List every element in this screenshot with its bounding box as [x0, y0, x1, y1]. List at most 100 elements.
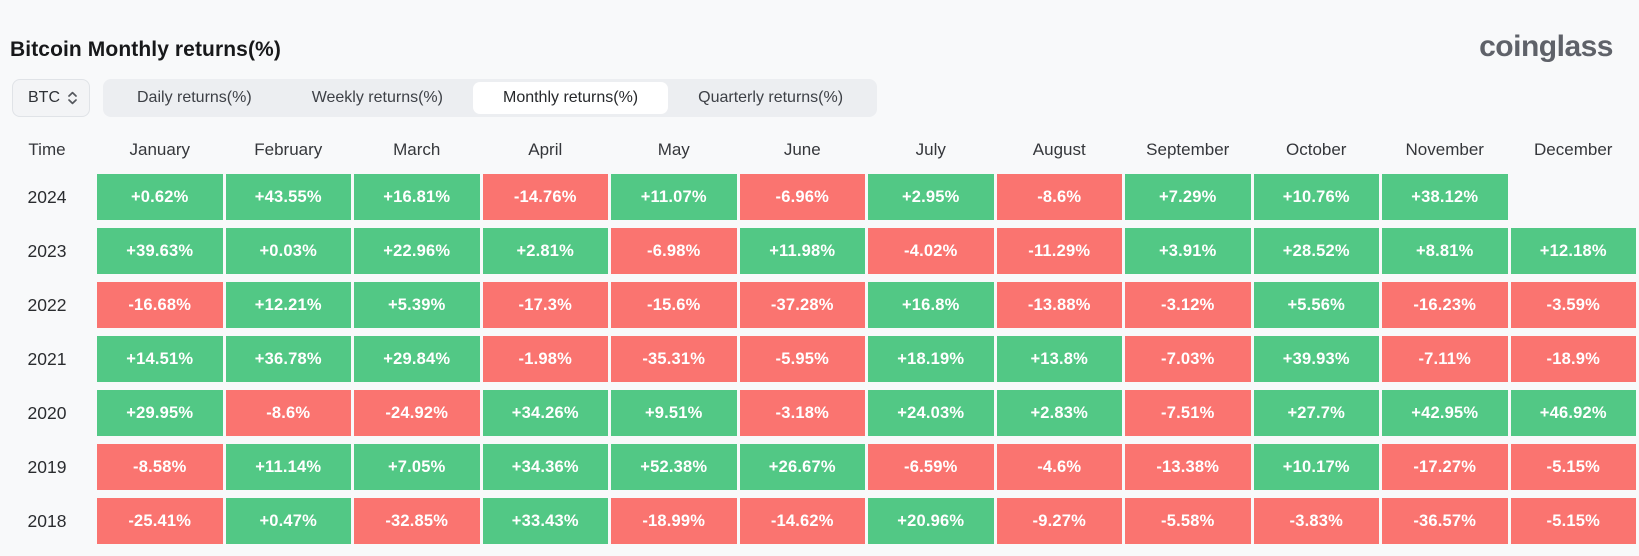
cell-2022-january: -16.68%	[97, 282, 223, 328]
cell-2019-january: -8.58%	[97, 444, 223, 490]
cell-2018-november: -36.57%	[1382, 498, 1508, 544]
cell-2024-november: +38.12%	[1382, 174, 1508, 220]
cell-2022-october: +5.56%	[1253, 282, 1379, 328]
cell-2018-june: -14.62%	[739, 498, 865, 544]
table-body: 2024 +0.62% +43.55% +16.81% -14.76% +11.07% -6…	[0, 174, 1639, 544]
cell-2022-august: -13.88%	[996, 282, 1122, 328]
cell-2018-july: +20.96%	[868, 498, 994, 544]
year-label-2019: 2019	[27, 456, 67, 477]
cell-2023-october: +28.52%	[1253, 228, 1379, 274]
cell-2021-december: -18.9%	[1510, 336, 1636, 382]
cell-2019-may: +52.38%	[611, 444, 737, 490]
cell-2022-november: -16.23%	[1382, 282, 1508, 328]
cell-2018-september: -5.58%	[1125, 498, 1251, 544]
column-header-september: September	[1146, 140, 1230, 159]
cell-2020-december: +46.92%	[1510, 390, 1636, 436]
cell-2021-september: -7.03%	[1125, 336, 1251, 382]
cell-2024-may: +11.07%	[611, 174, 737, 220]
column-header-april: April	[528, 140, 563, 159]
cell-2024-july: +2.95%	[868, 174, 994, 220]
cell-2022-april: -17.3%	[482, 282, 608, 328]
cell-2022-july: +16.8%	[868, 282, 994, 328]
symbol-select-value: BTC	[28, 89, 60, 106]
tab-weekly-returns[interactable]: Weekly returns(%)	[311, 89, 443, 106]
cell-2021-august: +13.8%	[996, 336, 1122, 382]
tab-monthly-returns[interactable]: Monthly returns(%)	[472, 82, 669, 114]
cell-2018-august: -9.27%	[996, 498, 1122, 544]
cell-2019-february: +11.14%	[225, 444, 351, 490]
controls-row: BTC Daily returns(%) Weekly returns(%) Mon…	[12, 79, 1639, 117]
column-header-july: July	[915, 140, 946, 159]
cell-2022-december: -3.59%	[1510, 282, 1636, 328]
cell-2021-march: +29.84%	[354, 336, 480, 382]
cell-2023-december: +12.18%	[1510, 228, 1636, 274]
year-label-2023: 2023	[27, 240, 67, 261]
cell-2020-june: -3.18%	[739, 390, 865, 436]
cell-2023-january: +39.63%	[97, 228, 223, 274]
cell-2024-august: -8.6%	[996, 174, 1122, 220]
cell-2022-june: -37.28%	[739, 282, 865, 328]
returns-tabbar: Daily returns(%) Weekly returns(%) Monthly…	[103, 79, 878, 117]
column-header-february: February	[254, 140, 323, 159]
updown-chevron-icon	[67, 90, 78, 106]
cell-2019-september: -13.38%	[1125, 444, 1251, 490]
cell-2021-november: -7.11%	[1382, 336, 1508, 382]
cell-2020-may: +9.51%	[611, 390, 737, 436]
year-label-2022: 2022	[27, 294, 67, 315]
table-row-2023: 2023 +39.63% +0.03% +22.96% +2.81% -6.98% +11.…	[0, 228, 1639, 274]
column-header-june: June	[783, 140, 821, 159]
cell-2020-november: +42.95%	[1382, 390, 1508, 436]
cell-2018-april: +33.43%	[482, 498, 608, 544]
column-header-march: March	[393, 140, 441, 159]
cell-2023-may: -6.98%	[611, 228, 737, 274]
column-header-october: October	[1286, 140, 1347, 159]
cell-2023-august: -11.29%	[996, 228, 1122, 274]
year-label-2020: 2020	[27, 402, 67, 423]
returns-table: Time January February March April May June Jul…	[0, 130, 1639, 544]
symbol-select[interactable]: BTC	[12, 79, 90, 117]
table-row-2024: 2024 +0.62% +43.55% +16.81% -14.76% +11.07% -6…	[0, 174, 1639, 220]
table-row-2019: 2019 -8.58% +11.14% +7.05% +34.36% +52.38% +26…	[0, 444, 1639, 490]
column-header-december: December	[1534, 140, 1613, 159]
cell-2024-february: +43.55%	[225, 174, 351, 220]
cell-2023-june: +11.98%	[739, 228, 865, 274]
cell-2021-july: +18.19%	[868, 336, 994, 382]
cell-2019-november: -17.27%	[1382, 444, 1508, 490]
cell-2020-april: +34.26%	[482, 390, 608, 436]
page-title: Bitcoin Monthly returns(%)	[10, 38, 281, 61]
cell-2019-august: -4.6%	[996, 444, 1122, 490]
coinglass-logo: coinglass	[1479, 30, 1613, 63]
cell-2023-september: +3.91%	[1125, 228, 1251, 274]
table-header-row: Time January February March April May June Jul…	[0, 130, 1639, 170]
table-row-2018: 2018 -25.41% +0.47% -32.85% +33.43% -18.99% -1…	[0, 498, 1639, 544]
cell-2021-june: -5.95%	[739, 336, 865, 382]
cell-2018-october: -3.83%	[1253, 498, 1379, 544]
cell-2018-january: -25.41%	[97, 498, 223, 544]
year-label-2021: 2021	[27, 348, 67, 369]
column-header-january: January	[129, 140, 190, 159]
cell-2024-january: +0.62%	[97, 174, 223, 220]
cell-2020-august: +2.83%	[996, 390, 1122, 436]
cell-2019-june: +26.67%	[739, 444, 865, 490]
table-row-2022: 2022 -16.68% +12.21% +5.39% -17.3% -15.6% -37.…	[0, 282, 1639, 328]
cell-2022-march: +5.39%	[354, 282, 480, 328]
cell-2023-july: -4.02%	[868, 228, 994, 274]
cell-2022-september: -3.12%	[1125, 282, 1251, 328]
cell-2019-july: -6.59%	[868, 444, 994, 490]
cell-2022-february: +12.21%	[225, 282, 351, 328]
cell-2020-july: +24.03%	[868, 390, 994, 436]
tab-daily-returns[interactable]: Daily returns(%)	[137, 89, 252, 106]
year-label-2024: 2024	[27, 186, 67, 207]
table-row-2021: 2021 +14.51% +36.78% +29.84% -1.98% -35.31% -5…	[0, 336, 1639, 382]
column-header-november: November	[1405, 140, 1484, 159]
cell-2024-march: +16.81%	[354, 174, 480, 220]
cell-2021-october: +39.93%	[1253, 336, 1379, 382]
cell-2023-april: +2.81%	[482, 228, 608, 274]
cell-2019-march: +7.05%	[354, 444, 480, 490]
tab-quarterly-returns[interactable]: Quarterly returns(%)	[698, 89, 844, 106]
cell-2024-june: -6.96%	[739, 174, 865, 220]
cell-2021-january: +14.51%	[97, 336, 223, 382]
cell-2022-may: -15.6%	[611, 282, 737, 328]
cell-2021-february: +36.78%	[225, 336, 351, 382]
cell-2021-may: -35.31%	[611, 336, 737, 382]
